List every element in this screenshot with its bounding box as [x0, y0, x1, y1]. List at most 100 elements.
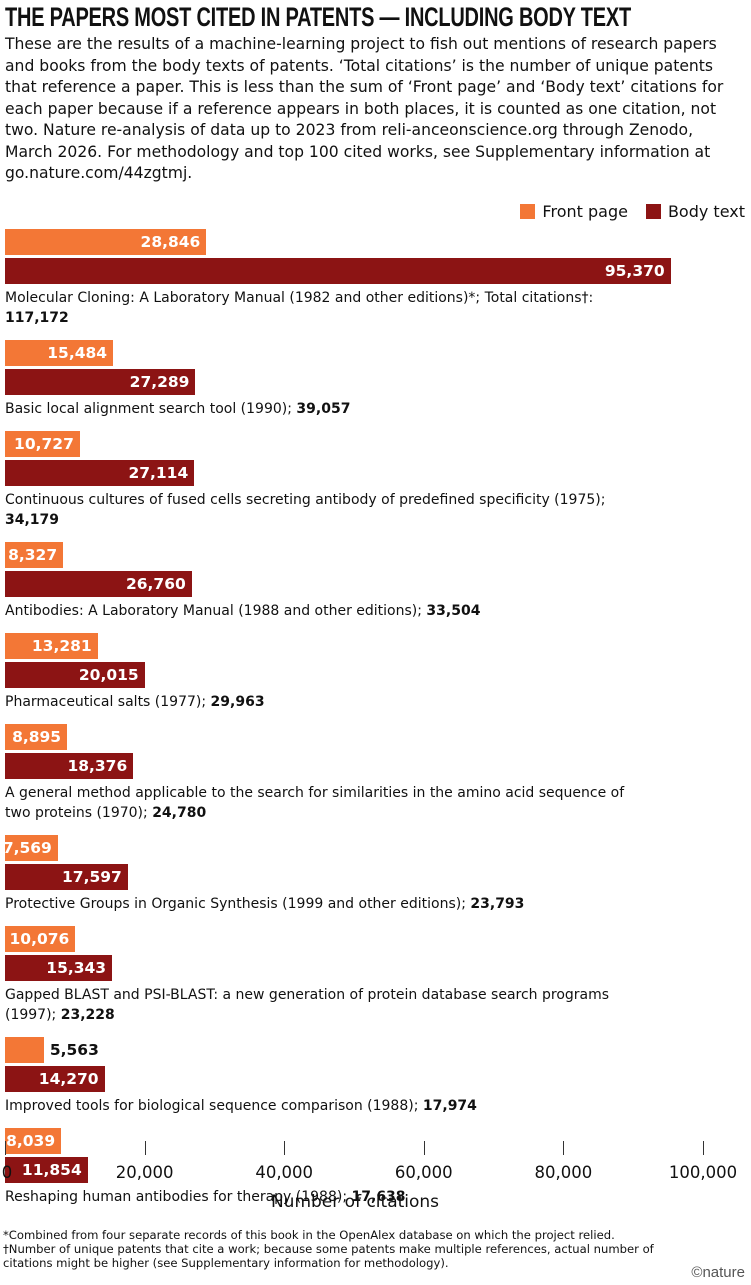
tick-mark	[423, 1141, 425, 1155]
data-label: 8,327	[8, 546, 58, 564]
category-name: Gapped BLAST and PSI-BLAST: a new genera…	[5, 987, 610, 1023]
bar-group: 8,039 11,854 Reshaping human antibodies fo…	[5, 1128, 703, 1219]
bar-group: 15,484 27,289 Basic local alignment search…	[5, 340, 703, 431]
category-name: Antibodies: A Laboratory Manual (1988 an…	[5, 603, 422, 619]
tick-mark	[703, 1141, 704, 1155]
data-label: 28,846	[140, 233, 201, 251]
bar-group: 8,895 18,376 A general method applicable t…	[5, 724, 703, 835]
category-name: Protective Groups in Organic Synthesis (…	[5, 896, 466, 912]
bar	[5, 926, 76, 952]
total-label: 34,179	[5, 512, 60, 528]
bar-row: 15,484	[5, 340, 703, 366]
data-label: 11,854	[21, 1161, 82, 1179]
bar-row: 7,569	[2, 835, 703, 861]
bar-row: 20,015	[5, 662, 703, 688]
category-label: Basic local alignment search tool (1990)…	[5, 395, 645, 431]
bar	[5, 1066, 105, 1092]
data-label: 17,597	[62, 868, 122, 886]
bar	[5, 1157, 88, 1183]
total-label: 24,780	[152, 805, 207, 821]
bar-row: 17,597	[5, 864, 703, 890]
category-label: A general method applicable to the searc…	[5, 779, 645, 835]
bar-group: 7,569 17,597 Protective Groups in Organic …	[2, 835, 703, 926]
bar	[5, 955, 113, 981]
bar	[5, 229, 207, 255]
footnote: †Number of unique patents that cite a wo…	[3, 1242, 654, 1270]
legend-swatch	[520, 204, 536, 219]
category-name: Improved tools for biological sequence c…	[5, 1098, 419, 1114]
total-label: 23,793	[470, 896, 525, 912]
bar	[5, 369, 196, 395]
bar-row: 26,760	[5, 571, 703, 597]
data-label: 95,370	[604, 262, 665, 280]
bar-row: 14,270	[5, 1066, 703, 1092]
category-name: Pharmaceutical salts (1977);	[5, 694, 207, 710]
bar	[5, 1037, 44, 1063]
data-label: 5,563	[49, 1041, 99, 1059]
footnote: *Combined from four separate records of …	[3, 1228, 615, 1242]
bar-row: 95,370	[5, 258, 703, 284]
plot-area: 28,846 95,370 Molecular Cloning: A Laborat…	[2, 229, 703, 1219]
tick-mark	[563, 1141, 565, 1155]
bar	[5, 571, 192, 597]
bar	[5, 1128, 62, 1154]
bar-group: 5,563 14,270 Improved tools for biological…	[5, 1037, 703, 1128]
data-label: 7,569	[2, 839, 52, 857]
total-label: 23,228	[60, 1007, 115, 1023]
category-name: A general method applicable to the searc…	[5, 785, 625, 821]
bar-row: 27,289	[5, 369, 703, 395]
bar	[5, 460, 195, 486]
chart-title: THE PAPERS MOST CITED IN PATENTS — INCLU…	[5, 2, 631, 32]
bar-row: 28,846	[5, 229, 703, 255]
bar	[5, 662, 145, 688]
bar-row: 10,727	[5, 431, 703, 457]
bar	[5, 340, 114, 366]
x-tick-label: 80,000	[534, 1163, 593, 1182]
data-label: 26,760	[125, 575, 186, 593]
category-name: Reshaping human antibodies for therapy (…	[5, 1189, 348, 1205]
bar	[5, 724, 68, 750]
category-name: Basic local alignment search tool (1990)…	[5, 401, 292, 417]
total-label: 33,504	[426, 603, 481, 619]
x-tick-label: 40,000	[255, 1163, 314, 1182]
total-label: 17,638	[351, 1189, 406, 1205]
category-label: Improved tools for biological sequence c…	[5, 1092, 645, 1128]
bar-row: 13,281	[5, 633, 703, 659]
data-label: 14,270	[38, 1070, 99, 1088]
data-label: 10,076	[9, 930, 70, 948]
data-label: 8,895	[12, 728, 62, 746]
bar-row: 10,076	[5, 926, 703, 952]
data-label: 10,727	[14, 435, 74, 453]
category-label: Antibodies: A Laboratory Manual (1988 an…	[5, 597, 645, 633]
data-label: 15,343	[46, 959, 107, 977]
bar	[5, 835, 58, 861]
category-label: Continuous cultures of fused cells secre…	[5, 486, 645, 542]
bar-group: 8,327 26,760 Antibodies: A Laboratory Manu…	[5, 542, 703, 633]
total-label: 39,057	[296, 401, 351, 417]
category-name: Continuous cultures of fused cells secre…	[5, 492, 606, 508]
bar-group: 10,727 27,114 Continuous cultures of fused…	[5, 431, 703, 542]
total-label: 29,963	[210, 694, 265, 710]
legend-label: Body text	[667, 202, 745, 221]
category-label: Gapped BLAST and PSI-BLAST: a new genera…	[5, 981, 645, 1037]
bar-group: 10,076 15,343 Gapped BLAST and PSI-BLAST: …	[5, 926, 703, 1037]
total-label: 117,172	[5, 310, 69, 326]
legend: Front page Body text	[520, 202, 745, 221]
data-label: 13,281	[31, 637, 92, 655]
bar	[5, 753, 134, 779]
category-label: Pharmaceutical salts (1977); 29,963	[5, 688, 645, 724]
x-tick-label: 0	[1, 1163, 13, 1182]
legend-item: Front page	[520, 202, 628, 221]
bar-row: 11,854	[5, 1157, 703, 1183]
data-label: 27,289	[129, 373, 190, 391]
category-label: Molecular Cloning: A Laboratory Manual (…	[5, 284, 645, 340]
bar-row: 8,039	[5, 1128, 703, 1154]
bar	[5, 633, 98, 659]
bar	[5, 542, 64, 568]
x-tick-label: 20,000	[115, 1163, 174, 1182]
footnotes: *Combined from four separate records of …	[3, 1228, 703, 1270]
bar-group: 13,281 20,015 Pharmaceutical salts (1977);…	[5, 633, 703, 724]
tick-mark	[5, 1141, 6, 1155]
credit: ©nature	[691, 1264, 745, 1281]
